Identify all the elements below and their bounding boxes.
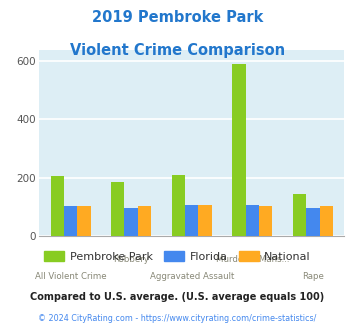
- Legend: Pembroke Park, Florida, National: Pembroke Park, Florida, National: [40, 247, 315, 267]
- Text: Murder & Mans...: Murder & Mans...: [215, 255, 289, 264]
- Bar: [138, 206, 151, 236]
- Text: 2019 Pembroke Park: 2019 Pembroke Park: [92, 10, 263, 25]
- Bar: [111, 182, 125, 236]
- Bar: [185, 205, 198, 236]
- Bar: [320, 206, 333, 236]
- Text: Compared to U.S. average. (U.S. average equals 100): Compared to U.S. average. (U.S. average …: [31, 292, 324, 302]
- Bar: [172, 175, 185, 236]
- Text: Violent Crime Comparison: Violent Crime Comparison: [70, 43, 285, 58]
- Bar: [77, 206, 91, 236]
- Bar: [64, 206, 77, 236]
- Bar: [293, 194, 306, 236]
- Text: All Violent Crime: All Violent Crime: [35, 272, 106, 281]
- Text: © 2024 CityRating.com - https://www.cityrating.com/crime-statistics/: © 2024 CityRating.com - https://www.city…: [38, 314, 317, 323]
- Bar: [50, 176, 64, 236]
- Text: Robbery: Robbery: [113, 255, 149, 264]
- Bar: [198, 205, 212, 236]
- Bar: [246, 205, 259, 236]
- Bar: [306, 208, 320, 236]
- Text: Aggravated Assault: Aggravated Assault: [149, 272, 234, 281]
- Bar: [259, 206, 272, 236]
- Bar: [125, 208, 138, 236]
- Bar: [232, 64, 246, 236]
- Text: Rape: Rape: [302, 272, 324, 281]
